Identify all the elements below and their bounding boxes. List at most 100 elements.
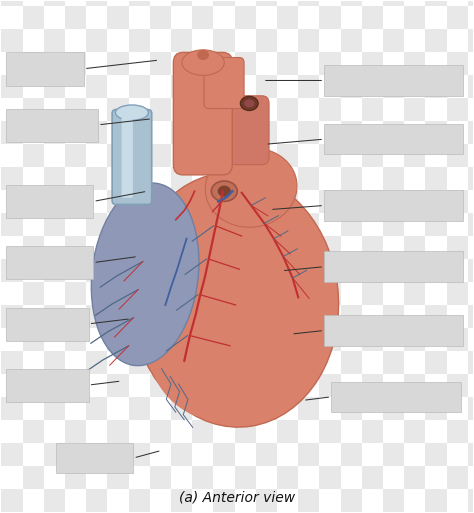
Bar — [171, 374, 192, 397]
Bar — [362, 374, 383, 397]
Bar — [150, 190, 171, 213]
Bar — [235, 121, 256, 144]
Bar — [468, 29, 474, 52]
Bar — [319, 420, 341, 443]
Bar — [65, 121, 86, 144]
Bar — [86, 420, 108, 443]
Bar — [192, 29, 213, 52]
Bar — [468, 167, 474, 190]
Bar — [44, 374, 65, 397]
Bar — [447, 121, 468, 144]
Bar — [298, 52, 319, 75]
Bar — [404, 397, 426, 420]
Bar — [235, 167, 256, 190]
Bar — [383, 374, 404, 397]
Bar — [1, 213, 23, 236]
Bar — [341, 374, 362, 397]
Bar — [468, 75, 474, 98]
Bar — [426, 397, 447, 420]
Bar — [171, 305, 192, 328]
Bar — [362, 328, 383, 351]
Bar — [213, 75, 235, 98]
Bar — [65, 282, 86, 305]
Bar — [192, 0, 213, 7]
Bar — [1, 0, 23, 7]
Bar — [23, 52, 44, 75]
Bar — [426, 121, 447, 144]
Bar — [65, 213, 86, 236]
Bar — [404, 466, 426, 489]
Bar — [447, 144, 468, 167]
Bar — [341, 420, 362, 443]
Bar — [108, 328, 128, 351]
Bar — [468, 351, 474, 374]
Bar — [1, 328, 23, 351]
Bar — [6, 52, 84, 86]
Bar — [277, 7, 298, 29]
Bar — [1, 190, 23, 213]
Bar — [277, 351, 298, 374]
Bar — [277, 466, 298, 489]
Bar — [150, 121, 171, 144]
Bar — [362, 420, 383, 443]
Bar — [256, 190, 277, 213]
Bar — [108, 351, 128, 374]
Bar — [128, 282, 150, 305]
Bar — [108, 466, 128, 489]
Bar — [256, 213, 277, 236]
Bar — [341, 282, 362, 305]
Bar — [6, 369, 89, 402]
Bar — [44, 489, 65, 511]
Bar — [447, 351, 468, 374]
Bar — [128, 397, 150, 420]
Bar — [44, 144, 65, 167]
Bar — [128, 0, 150, 7]
Bar — [150, 213, 171, 236]
Bar — [1, 443, 23, 466]
Bar — [128, 328, 150, 351]
Bar — [383, 236, 404, 259]
Bar — [235, 236, 256, 259]
Bar — [383, 190, 404, 213]
Bar — [150, 75, 171, 98]
Bar — [447, 282, 468, 305]
Bar — [65, 0, 86, 7]
Bar — [426, 144, 447, 167]
Bar — [319, 282, 341, 305]
Bar — [256, 52, 277, 75]
Bar — [23, 443, 44, 466]
Bar — [150, 144, 171, 167]
Bar — [383, 443, 404, 466]
Bar — [256, 397, 277, 420]
Bar — [86, 466, 108, 489]
Bar — [256, 75, 277, 98]
Bar — [383, 351, 404, 374]
Bar — [426, 420, 447, 443]
Bar — [468, 259, 474, 282]
Bar — [1, 52, 23, 75]
Bar — [319, 351, 341, 374]
Bar — [108, 0, 128, 7]
Bar — [1, 29, 23, 52]
Bar — [128, 213, 150, 236]
Bar — [256, 167, 277, 190]
Bar — [235, 397, 256, 420]
Bar — [171, 0, 192, 7]
Bar — [65, 443, 86, 466]
Bar — [44, 397, 65, 420]
Bar — [108, 144, 128, 167]
Bar — [1, 75, 23, 98]
Bar — [362, 351, 383, 374]
Ellipse shape — [244, 100, 255, 108]
Bar — [383, 305, 404, 328]
Bar — [383, 7, 404, 29]
Bar — [86, 121, 108, 144]
Bar — [65, 328, 86, 351]
Bar — [108, 190, 128, 213]
Bar — [213, 259, 235, 282]
Bar — [447, 0, 468, 7]
Bar — [108, 75, 128, 98]
Bar — [108, 98, 128, 121]
Bar — [65, 167, 86, 190]
Bar — [319, 190, 341, 213]
